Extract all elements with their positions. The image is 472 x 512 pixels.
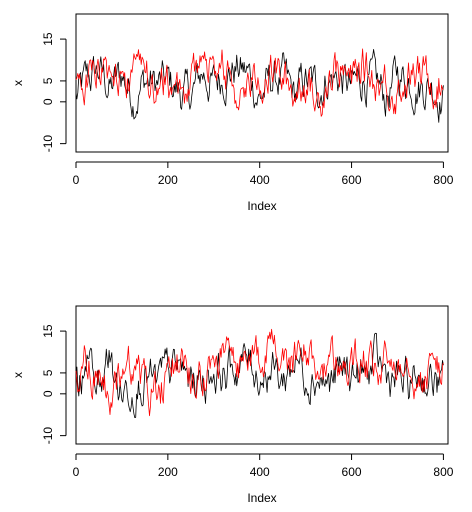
y-axis-label: x [11, 80, 25, 86]
y-axis: -10 0 5 15 [41, 32, 67, 153]
y-tick-label: 0 [41, 98, 55, 105]
x-tick-label: 200 [158, 173, 178, 187]
series-line-red [75, 328, 444, 417]
series-line-black [75, 332, 444, 419]
x-tick-label: 600 [342, 465, 362, 479]
series-line-black [75, 49, 444, 123]
y-tick-label: -10 [41, 427, 55, 445]
x-axis-label: Index [247, 491, 276, 505]
x-tick-label: 600 [342, 173, 362, 187]
y-tick-label: 5 [41, 77, 55, 84]
y-tick-label: 15 [41, 324, 55, 338]
x-tick-label: 400 [250, 465, 270, 479]
y-tick-label: 15 [41, 32, 55, 46]
x-axis: 0 200 400 600 800 [73, 161, 454, 187]
chart-panel-bottom: 0 200 400 600 800 -10 0 5 15 Index x [11, 305, 454, 505]
y-tick-label: -10 [41, 135, 55, 153]
x-tick-label: 400 [250, 173, 270, 187]
chart-panel-top: 0 200 400 600 800 -10 0 5 15 Index x [11, 13, 454, 213]
y-axis-label: x [11, 372, 25, 378]
y-tick-label: 0 [41, 390, 55, 397]
x-axis-label: Index [247, 199, 276, 213]
y-tick-label: 5 [41, 369, 55, 376]
series-layer [75, 328, 444, 419]
series-line-red [75, 48, 444, 117]
plot-frame [75, 13, 449, 153]
x-tick-label: 800 [433, 465, 453, 479]
x-tick-label: 0 [73, 465, 80, 479]
series-layer [75, 48, 444, 123]
x-tick-label: 200 [158, 465, 178, 479]
x-tick-label: 0 [73, 173, 80, 187]
x-axis: 0 200 400 600 800 [73, 453, 454, 479]
x-tick-label: 800 [433, 173, 453, 187]
y-axis: -10 0 5 15 [41, 324, 67, 445]
